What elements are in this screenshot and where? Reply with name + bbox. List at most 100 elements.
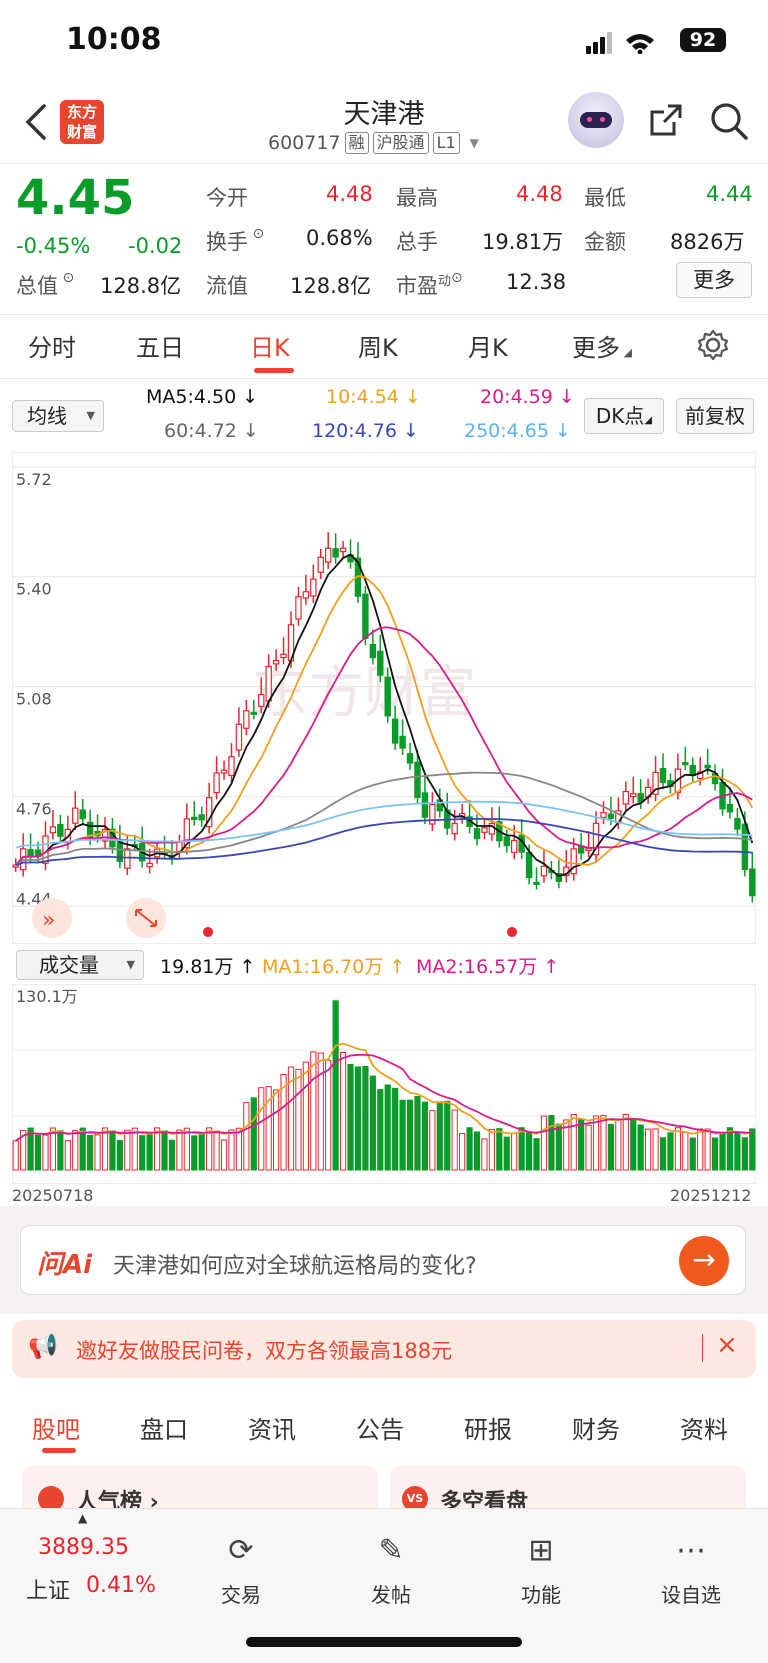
candle-body <box>213 772 220 794</box>
candle-body <box>339 547 347 553</box>
tab-weekly-k[interactable]: 周K <box>358 334 398 362</box>
volume-max-label: 130.1万 <box>16 987 78 1006</box>
volume-bar <box>429 1110 436 1171</box>
stock-meta[interactable]: 600717 融 沪股通 L1 ▼ <box>268 132 479 154</box>
volume-bar <box>488 1128 495 1171</box>
tab-guba[interactable]: 股吧 <box>32 1416 80 1444</box>
close-icon[interactable]: × <box>716 1330 738 1360</box>
ma5-line <box>15 553 754 877</box>
volume-bar <box>183 1127 190 1171</box>
volume-bar <box>473 1131 481 1171</box>
volume-legend: 19.81万 ↑ <box>160 956 256 978</box>
index-change[interactable]: 0.41% <box>86 1573 156 1598</box>
volume-bar <box>563 1119 570 1171</box>
volume-bar <box>101 1127 109 1171</box>
nav-post[interactable]: ✎ 发帖 <box>346 1531 436 1608</box>
tab-more[interactable]: 更多 ◢ <box>572 334 632 362</box>
settings-gear-icon[interactable] <box>696 328 730 362</box>
low-label: 最低 <box>584 186 626 210</box>
tab-intraday[interactable]: 分时 <box>28 334 76 362</box>
ma120-legend: 120:4.76 ↓ <box>312 420 419 442</box>
volume-bar <box>79 1127 86 1171</box>
promo-banner[interactable]: 📢 邀好友做股民问卷，双方各领最高188元 × <box>12 1320 756 1378</box>
nav-functions[interactable]: ⊞ 功能 <box>496 1531 586 1608</box>
candle-body <box>414 761 421 799</box>
volume-bar <box>436 1101 443 1171</box>
divider <box>0 314 768 315</box>
edit-icon: ✎ <box>378 1533 404 1568</box>
nav-add-watchlist[interactable]: ⋯ 设自选 <box>646 1531 736 1608</box>
mktcap-label: 总值 ⊙ <box>16 270 75 298</box>
volume-bar <box>384 1084 391 1171</box>
index-name[interactable]: 上证 <box>26 1579 71 1604</box>
adjust-price-button[interactable]: 前复权 <box>676 398 754 434</box>
candle-body <box>205 797 213 828</box>
tab-monthly-k[interactable]: 月K <box>468 334 508 362</box>
indicator-selector[interactable]: 成交量 ▼ <box>16 950 144 980</box>
volume-bar <box>615 1119 622 1171</box>
tab-five-day[interactable]: 五日 <box>136 334 184 362</box>
candle-body <box>570 848 577 875</box>
candle-body <box>749 868 756 897</box>
open-value: 4.48 <box>326 182 373 206</box>
info-icon[interactable]: ⊙ <box>451 270 463 286</box>
share-icon[interactable] <box>646 100 686 140</box>
candle-body <box>741 823 749 871</box>
signal-wifi-icons <box>586 32 654 54</box>
volume-bar <box>414 1096 421 1171</box>
volume-bar <box>250 1097 257 1171</box>
dk-point-button[interactable]: DK点◢ <box>584 398 664 434</box>
volume-bar <box>377 1089 384 1171</box>
volume-bar <box>72 1129 79 1171</box>
battery-indicator: 92 <box>680 28 726 52</box>
candle-body <box>421 792 429 818</box>
tab-research[interactable]: 研报 <box>464 1416 512 1444</box>
amount-value: 8826万 <box>670 230 745 254</box>
ai-question-box[interactable]: 问Ai 天津港如何应对全球航运格局的变化? → <box>20 1225 746 1295</box>
divider <box>702 1334 703 1362</box>
change-amount: -0.02 <box>128 234 183 258</box>
candle-body <box>146 862 153 868</box>
volume-bar <box>87 1134 94 1171</box>
volume-bar <box>168 1139 176 1171</box>
candle-body <box>622 790 630 805</box>
watermark: 东方财富 <box>252 661 476 726</box>
volume-bar <box>659 1137 667 1171</box>
candlestick-chart[interactable]: 东方财富 5.725.405.084.764.44 » <box>12 452 756 944</box>
volume-bar <box>161 1130 168 1171</box>
ai-question: 天津港如何应对全球航运格局的变化? <box>113 1254 477 1279</box>
volume-bar <box>310 1051 317 1171</box>
more-quote-button[interactable]: 更多 <box>676 262 752 298</box>
tab-announcements[interactable]: 公告 <box>356 1416 404 1444</box>
volume-chart[interactable]: 130.1万 <box>12 984 756 1184</box>
expand-arrows-icon[interactable]: » <box>32 898 166 938</box>
index-value[interactable]: 3889.35 <box>38 1535 129 1560</box>
ma10-line <box>15 575 754 866</box>
assistant-avatar-icon[interactable] <box>568 92 624 148</box>
tab-profile[interactable]: 资料 <box>680 1416 728 1444</box>
volume-bar <box>228 1129 235 1171</box>
nav-trade[interactable]: ⟳ 交易 <box>196 1531 286 1608</box>
stock-code: 600717 <box>268 132 341 154</box>
volume-bar <box>451 1109 458 1171</box>
volume-bar <box>682 1132 689 1171</box>
ma-selector[interactable]: 均线 ▼ <box>12 400 104 432</box>
volume-bar <box>302 1061 309 1171</box>
arrow-right-icon[interactable]: → <box>679 1236 729 1286</box>
change-percent: -0.45% <box>16 234 91 258</box>
candle-body <box>250 711 258 715</box>
tab-daily-k[interactable]: 日K <box>250 334 290 362</box>
status-time: 10:08 <box>66 22 162 57</box>
signal-dot <box>507 927 517 937</box>
tab-news[interactable]: 资讯 <box>248 1416 296 1444</box>
ma120-line <box>15 817 753 866</box>
candle-body <box>637 793 644 803</box>
tab-finance[interactable]: 财务 <box>572 1416 620 1444</box>
search-icon[interactable] <box>708 100 750 142</box>
volume-bar <box>146 1134 153 1171</box>
info-icon[interactable]: ⊙ <box>58 270 75 286</box>
info-icon[interactable]: ⊙ <box>248 226 265 242</box>
volume-bar <box>27 1127 34 1171</box>
back-arrow-icon[interactable] <box>22 102 52 142</box>
tab-orderbook[interactable]: 盘口 <box>140 1416 188 1444</box>
